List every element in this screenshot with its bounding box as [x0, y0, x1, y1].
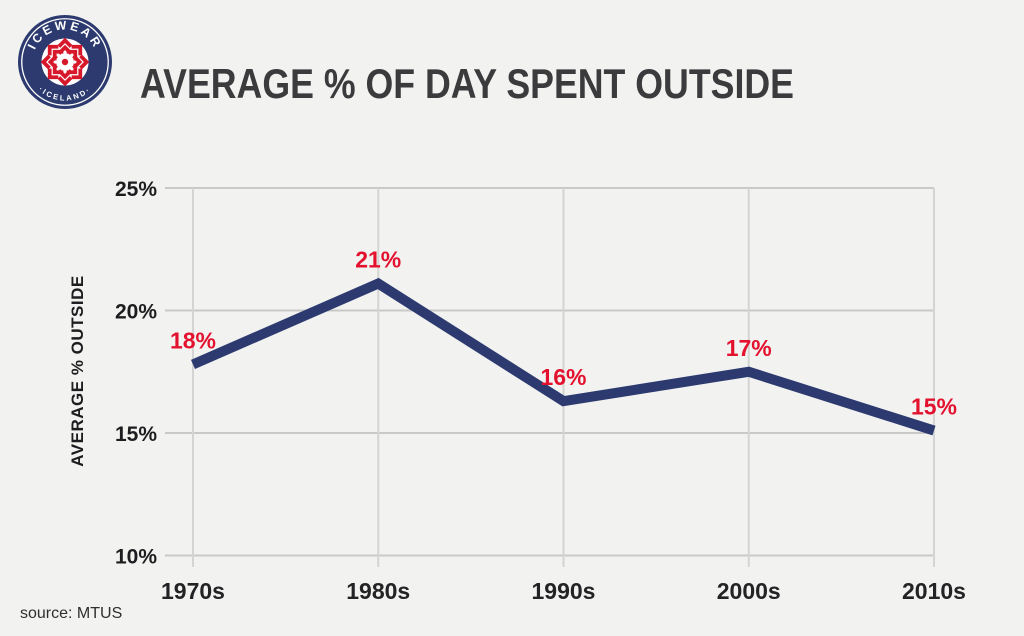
source-note: source: MTUS: [20, 605, 123, 622]
y-axis-ticks: 25% 20% 15% 10%: [115, 178, 157, 569]
y-tick-label: 15%: [115, 423, 157, 446]
y-tick-label: 20%: [115, 301, 157, 324]
data-point-label: 16%: [540, 364, 586, 390]
x-axis-ticks: 1970s 1980s 1990s 2000s 2010s: [161, 578, 966, 604]
trend-line: [190, 277, 936, 436]
gridlines: [165, 187, 935, 567]
x-tick-label: 1970s: [161, 578, 225, 604]
x-tick-label: 2000s: [717, 578, 781, 604]
x-tick-label: 1990s: [532, 578, 596, 604]
x-tick-label: 1980s: [346, 578, 410, 604]
data-point-label: 15%: [911, 394, 957, 420]
page-title: AVERAGE % OF DAY SPENT OUTSIDE: [140, 60, 909, 107]
line-series: [190, 277, 936, 436]
data-point-label: 18%: [170, 327, 216, 353]
icewear-logo: ICEWEAR ·ICELAND·: [18, 15, 112, 109]
icewear-logo-graphic: ICEWEAR ·ICELAND·: [18, 15, 112, 109]
x-tick-label: 2010s: [902, 578, 966, 604]
data-point-label: 17%: [726, 335, 772, 361]
data-labels: 18% 21% 16% 17% 15%: [170, 247, 957, 420]
y-tick-label: 25%: [115, 178, 157, 201]
page-title-text: AVERAGE % OF DAY SPENT OUTSIDE: [140, 60, 794, 107]
data-point-label: 21%: [355, 247, 401, 273]
snowflake-icon: [41, 38, 89, 86]
y-tick-label: 10%: [115, 546, 157, 569]
logo-ring: [21, 18, 109, 106]
